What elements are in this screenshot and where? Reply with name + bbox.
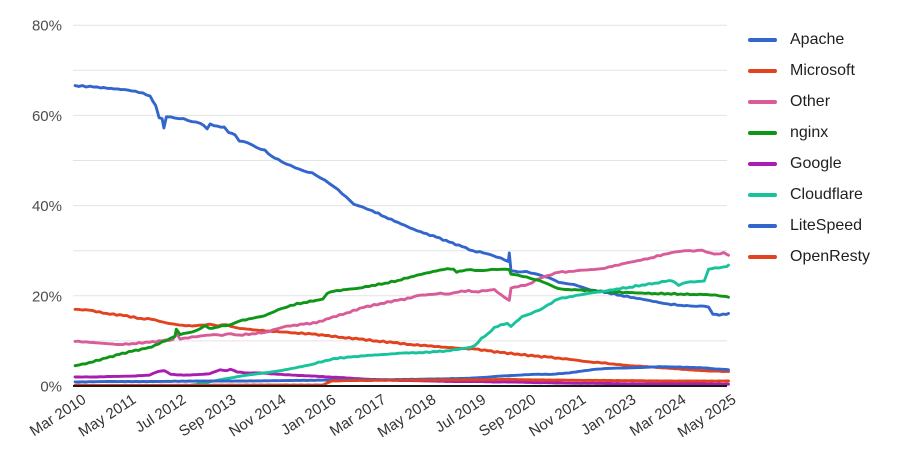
legend-label: Google (790, 154, 842, 172)
legend-label: LiteSpeed (790, 216, 863, 234)
x-tick-label: Nov 2021 (526, 391, 589, 440)
legend-item-nginx: nginx (748, 117, 870, 148)
y-tick-label: 0% (40, 379, 62, 396)
series-line-nginx (73, 267, 730, 368)
legend-label: Apache (790, 30, 845, 48)
legend-swatch-other (748, 99, 777, 104)
y-tick-label: 80% (32, 18, 62, 35)
x-tick-label: May 2011 (76, 391, 140, 441)
y-tick-label: 20% (32, 288, 62, 305)
legend-swatch-nginx (748, 130, 777, 135)
y-tick-label: 40% (32, 198, 62, 215)
series-line-apache (73, 84, 730, 317)
legend-item-google: Google (748, 148, 870, 179)
legend-item-cloudflare: Cloudflare (748, 179, 870, 210)
legend-label: Other (790, 92, 831, 110)
legend-swatch-microsoft (748, 68, 777, 73)
legend-item-openresty: OpenResty (748, 241, 870, 272)
legend-item-other: Other (748, 86, 870, 117)
legend-item-microsoft: Microsoft (748, 55, 870, 86)
legend-item-apache: Apache (748, 24, 870, 55)
legend-swatch-google (748, 161, 777, 166)
legend-label: nginx (790, 123, 829, 141)
legend-label: Microsoft (790, 61, 855, 79)
series-line-cloudflare (190, 263, 730, 387)
series-lines (73, 84, 730, 387)
y-tick-label: 60% (32, 108, 62, 125)
legend-swatch-openresty (748, 254, 777, 259)
x-tick-label: Nov 2014 (226, 391, 289, 440)
legend-item-litespeed: LiteSpeed (748, 210, 870, 241)
series-line-other (73, 248, 730, 347)
chart-legend: Apache Microsoft Other nginx Google Cloudflar… (748, 24, 870, 272)
legend-swatch-litespeed (748, 223, 777, 228)
y-axis-tick-labels: 0% 20% 40% 60% 80% (32, 18, 62, 396)
legend-label: Cloudflare (790, 185, 863, 203)
legend-swatch-cloudflare (748, 192, 777, 197)
series-line-microsoft (73, 307, 730, 374)
legend-swatch-apache (748, 37, 777, 42)
gridlines (73, 24, 727, 342)
legend-label: OpenResty (790, 247, 871, 265)
